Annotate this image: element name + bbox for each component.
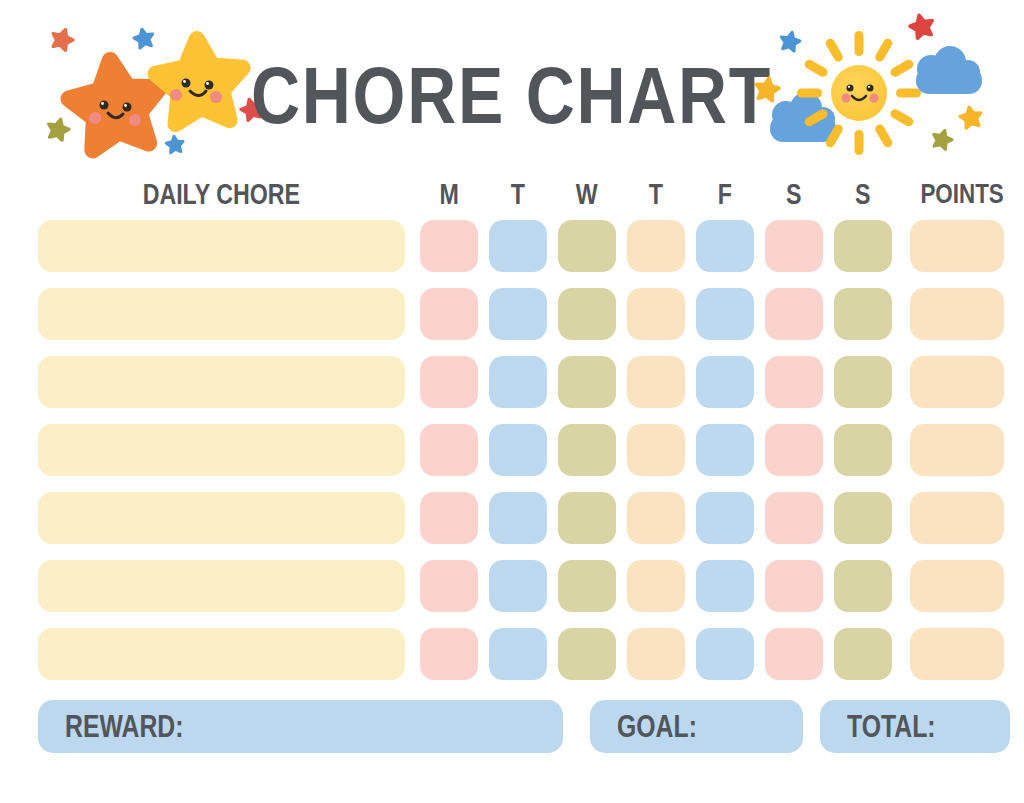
footer-row: REWARD: GOAL: TOTAL:	[38, 700, 1010, 753]
small-star-icon	[908, 13, 935, 40]
day-cell[interactable]	[627, 628, 685, 680]
day-cell[interactable]	[558, 356, 616, 408]
day-cell[interactable]	[834, 356, 892, 408]
day-cell[interactable]	[420, 424, 478, 476]
goal-field[interactable]: GOAL:	[590, 700, 803, 753]
day-header: F	[696, 178, 754, 211]
day-cell[interactable]	[765, 560, 823, 612]
day-cell[interactable]	[696, 424, 754, 476]
day-cell[interactable]	[489, 492, 547, 544]
small-star-icon	[959, 105, 983, 128]
chore-row	[38, 356, 1004, 408]
day-cell[interactable]	[696, 288, 754, 340]
chore-row	[38, 424, 1004, 476]
points-cell[interactable]	[910, 288, 1004, 340]
total-field[interactable]: TOTAL:	[820, 700, 1010, 753]
day-cell[interactable]	[558, 288, 616, 340]
chore-name-field[interactable]	[38, 424, 405, 476]
chore-row	[38, 220, 1004, 272]
day-cell[interactable]	[834, 220, 892, 272]
day-cell[interactable]	[489, 560, 547, 612]
day-header: W	[558, 178, 616, 211]
points-cell[interactable]	[910, 356, 1004, 408]
day-cell[interactable]	[696, 220, 754, 272]
day-headers: MTWTFSS	[420, 178, 910, 211]
day-cell[interactable]	[420, 356, 478, 408]
sun-clouds-decoration	[750, 10, 1006, 166]
day-cell[interactable]	[558, 424, 616, 476]
small-star-icon	[754, 76, 780, 101]
day-cell[interactable]	[696, 492, 754, 544]
day-cell[interactable]	[696, 628, 754, 680]
day-cell[interactable]	[834, 288, 892, 340]
chore-column-header: DAILY CHORE	[38, 178, 405, 211]
day-cell[interactable]	[420, 628, 478, 680]
day-cell[interactable]	[765, 220, 823, 272]
day-cell[interactable]	[834, 424, 892, 476]
chore-row	[38, 492, 1004, 544]
small-star-icon	[133, 27, 155, 49]
day-cell[interactable]	[558, 628, 616, 680]
points-cell[interactable]	[910, 492, 1004, 544]
day-cell[interactable]	[558, 560, 616, 612]
points-cell[interactable]	[910, 424, 1004, 476]
small-star-icon	[49, 26, 75, 51]
day-cell[interactable]	[420, 288, 478, 340]
day-cell[interactable]	[765, 424, 823, 476]
chore-row	[38, 560, 1004, 612]
chore-name-field[interactable]	[38, 356, 405, 408]
day-header: T	[489, 178, 547, 211]
cloud-right-icon	[916, 46, 982, 94]
points-cell[interactable]	[910, 628, 1004, 680]
day-cell[interactable]	[558, 492, 616, 544]
day-cell[interactable]	[627, 492, 685, 544]
day-header: S	[834, 178, 892, 211]
points-cell[interactable]	[910, 560, 1004, 612]
points-column-header: POINTS	[910, 178, 1004, 210]
small-star-icon	[166, 135, 185, 153]
day-header: M	[420, 178, 478, 211]
day-cell[interactable]	[834, 560, 892, 612]
day-cell[interactable]	[696, 560, 754, 612]
day-cell[interactable]	[558, 220, 616, 272]
small-star-icon	[931, 128, 954, 151]
chore-rows	[38, 220, 1004, 696]
chore-name-field[interactable]	[38, 220, 405, 272]
small-star-icon	[779, 30, 801, 52]
day-header: T	[627, 178, 685, 211]
day-cell[interactable]	[765, 288, 823, 340]
day-cell[interactable]	[765, 628, 823, 680]
day-cell[interactable]	[765, 356, 823, 408]
column-header-row: DAILY CHORE MTWTFSS POINTS	[38, 178, 1018, 210]
day-cell[interactable]	[627, 560, 685, 612]
day-cell[interactable]	[627, 288, 685, 340]
day-cell[interactable]	[420, 220, 478, 272]
chore-name-field[interactable]	[38, 492, 405, 544]
day-cell[interactable]	[489, 288, 547, 340]
points-cell[interactable]	[910, 220, 1004, 272]
chore-row	[38, 288, 1004, 340]
day-cell[interactable]	[834, 628, 892, 680]
day-cell[interactable]	[420, 560, 478, 612]
day-cell[interactable]	[420, 492, 478, 544]
chore-row	[38, 628, 1004, 680]
reward-field[interactable]: REWARD:	[38, 700, 563, 753]
day-cell[interactable]	[489, 424, 547, 476]
day-cell[interactable]	[765, 492, 823, 544]
chore-name-field[interactable]	[38, 288, 405, 340]
day-cell[interactable]	[696, 356, 754, 408]
chore-name-field[interactable]	[38, 560, 405, 612]
day-cell[interactable]	[627, 220, 685, 272]
chore-name-field[interactable]	[38, 628, 405, 680]
day-cell[interactable]	[489, 356, 547, 408]
day-cell[interactable]	[627, 424, 685, 476]
day-cell[interactable]	[489, 628, 547, 680]
day-cell[interactable]	[489, 220, 547, 272]
day-cell[interactable]	[834, 492, 892, 544]
day-cell[interactable]	[627, 356, 685, 408]
day-header: S	[765, 178, 823, 211]
